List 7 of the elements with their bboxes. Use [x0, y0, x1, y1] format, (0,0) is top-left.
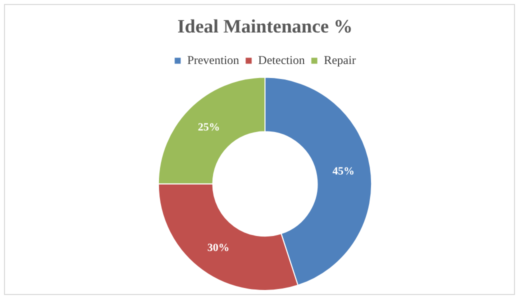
data-label: 45%	[332, 165, 354, 178]
data-label: 25%	[198, 122, 220, 134]
legend-label: Repair	[324, 52, 356, 67]
legend-label: Prevention	[187, 52, 240, 67]
data-label: 30%	[207, 242, 230, 254]
legend-label: Detection	[258, 52, 305, 67]
chart-title: Ideal Maintenance %	[177, 16, 353, 38]
